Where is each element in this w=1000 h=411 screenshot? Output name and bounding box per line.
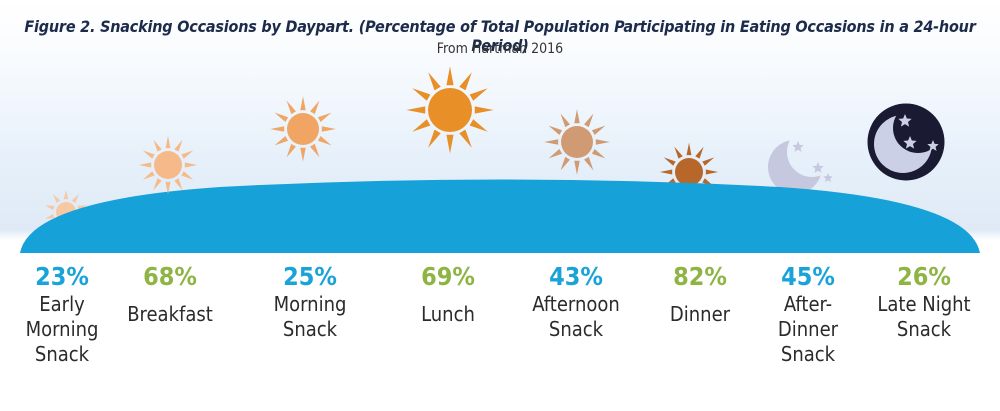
horizon-arc (20, 179, 980, 253)
daypart-column: 68% Breakfast (110, 262, 230, 327)
daypart-column: 82% Dinner (640, 262, 760, 327)
daypart-column: 43% Afternoon Snack (516, 262, 636, 342)
daypart-column: 25% Morning Snack (250, 262, 370, 342)
daypart-label: Early Morning Snack (25, 292, 99, 366)
daypart-label: Late Night Snack (877, 292, 971, 341)
chart-title: Figure 2. Snacking Occasions by Daypart.… (24, 17, 976, 55)
night-moon-icon (867, 103, 945, 181)
sun-icon (270, 96, 336, 162)
chart-subtitle: From Hartman 2016 (436, 41, 564, 57)
percent-label: 82% (673, 262, 727, 291)
daypart-label: Morning Snack (273, 292, 347, 341)
daypart-column: 23% Early Morning Snack (2, 262, 122, 367)
daypart-label: Lunch (421, 302, 475, 326)
percent-label: 45% (781, 262, 835, 291)
sun-icon (406, 66, 494, 154)
sun-icon (544, 109, 610, 175)
percent-label: 25% (283, 262, 337, 291)
percent-label: 68% (143, 262, 197, 291)
percent-label: 23% (35, 262, 89, 291)
daypart-label: Breakfast (127, 302, 213, 326)
daypart-label: After- Dinner Snack (777, 292, 839, 366)
percent-label: 26% (897, 262, 951, 291)
daypart-column: 26% Late Night Snack (864, 262, 984, 342)
crescent-moon-icon (768, 140, 833, 194)
daypart-column: 45% After- Dinner Snack (748, 262, 868, 367)
daypart-column: 69% Lunch (388, 262, 508, 327)
sun-icon (138, 135, 198, 195)
daypart-label: Afternoon Snack (532, 292, 620, 341)
percent-label: 43% (549, 262, 603, 291)
percent-label: 69% (421, 262, 475, 291)
daypart-label: Dinner (669, 302, 731, 326)
